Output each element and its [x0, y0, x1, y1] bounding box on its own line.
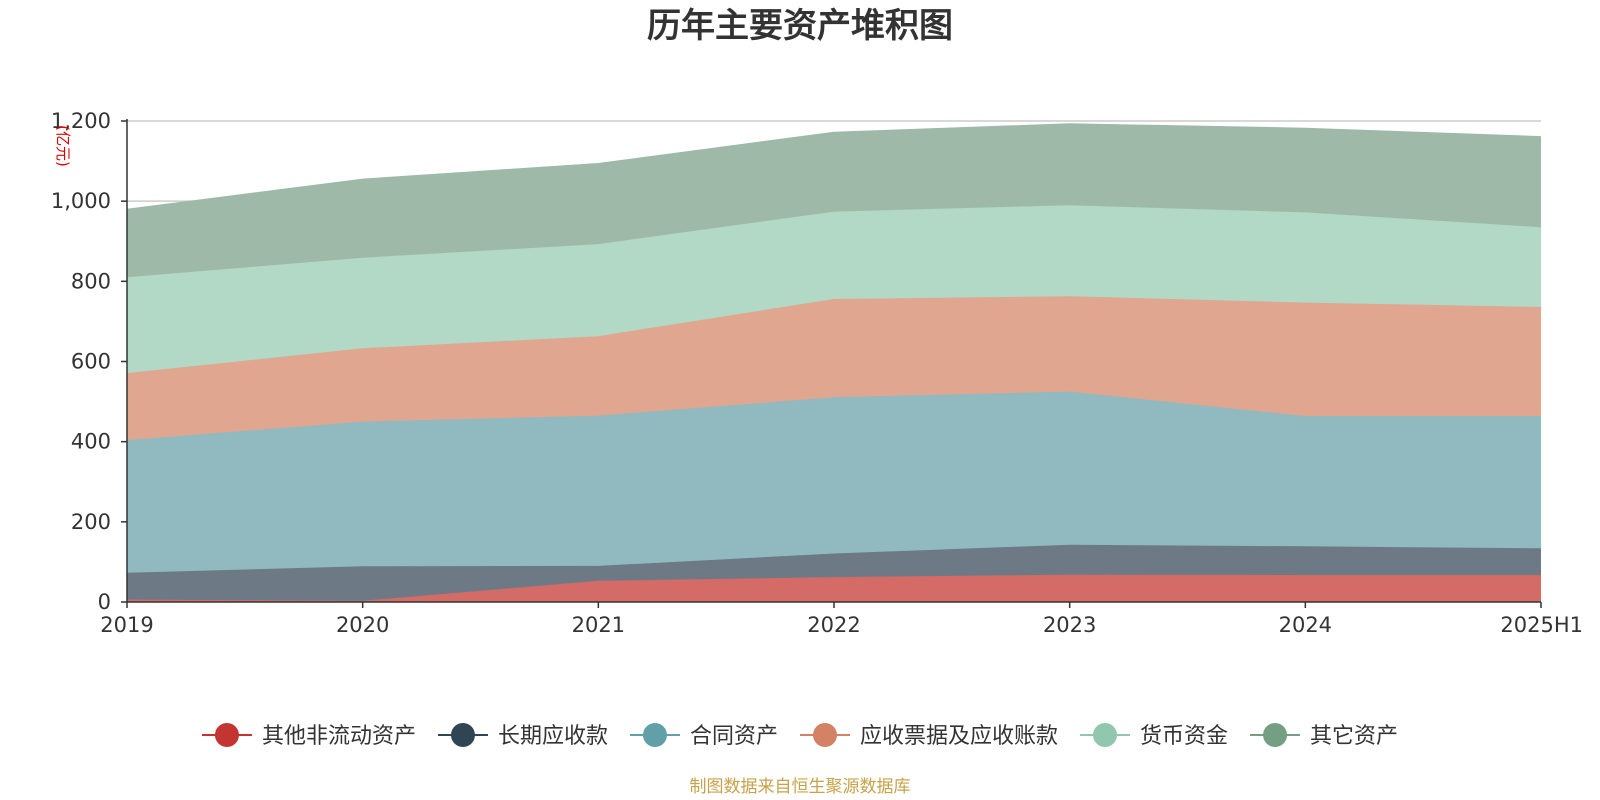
area-series-2: [127, 391, 1541, 573]
legend-label: 应收票据及应收账款: [860, 724, 1058, 749]
legend-item-2: 合同资产: [629, 723, 778, 749]
x-tick-label: 2019: [100, 613, 153, 637]
legend-item-4: 货币资金: [1080, 723, 1228, 749]
legend-item-0: 其他非流动资产: [201, 723, 416, 749]
area-series-4: [127, 205, 1541, 374]
y-tick-label: 600: [71, 350, 111, 374]
y-tick-label: 800: [71, 269, 111, 293]
legend-marker: [450, 723, 475, 747]
x-tick-label: 2021: [572, 613, 625, 637]
legend-marker: [813, 723, 837, 747]
axes: 0 200 400 600 800 1,000 1,200 2019 2020 2021 2022 2…: [51, 109, 1583, 637]
series-line-5: [126, 123, 1542, 210]
data-source-note: 制图数据来自恒生聚源数据库: [690, 777, 911, 797]
area-series-3: [127, 296, 1541, 441]
y-tick-label: 400: [71, 430, 111, 454]
area-series-0: [127, 574, 1541, 602]
legend-label: 其他非流动资产: [262, 724, 416, 749]
y-tick-label: 0: [98, 590, 111, 614]
legend-marker: [1263, 723, 1288, 747]
x-tick-label: 2025H1: [1500, 613, 1583, 637]
legend-label: 货币资金: [1140, 724, 1228, 749]
area-series-5: [127, 123, 1541, 278]
x-tick-label: 2024: [1279, 613, 1332, 637]
y-axis-unit: (亿元): [54, 125, 72, 167]
legend-marker: [1093, 723, 1118, 747]
legend-label: 其它资产: [1310, 724, 1398, 749]
y-tick-label: 1,200: [51, 109, 111, 133]
legend-label: 长期应收款: [498, 724, 608, 749]
x-tick-label: 2020: [336, 613, 389, 637]
y-tick-label: 200: [71, 510, 111, 534]
y-tick-label: 1,000: [51, 189, 111, 213]
area-series-1: [127, 544, 1541, 601]
legend-item-5: 其它资产: [1250, 723, 1398, 749]
legend-marker: [642, 723, 667, 747]
chart-title: 历年主要资产堆积图: [647, 6, 953, 46]
x-tick-label: 2023: [1043, 613, 1096, 637]
legend-marker: [214, 723, 239, 747]
legend-item-3: 应收票据及应收账款: [800, 723, 1058, 749]
area-series: [126, 123, 1542, 602]
legend-item-1: 长期应收款: [437, 723, 608, 749]
x-tick-label: 2022: [807, 613, 860, 637]
legend-label: 合同资产: [690, 724, 778, 749]
legend: 其他非流动资产 长期应收款 合同资产 应收票据及应收账款 货币资金 其它资产: [201, 723, 1398, 749]
